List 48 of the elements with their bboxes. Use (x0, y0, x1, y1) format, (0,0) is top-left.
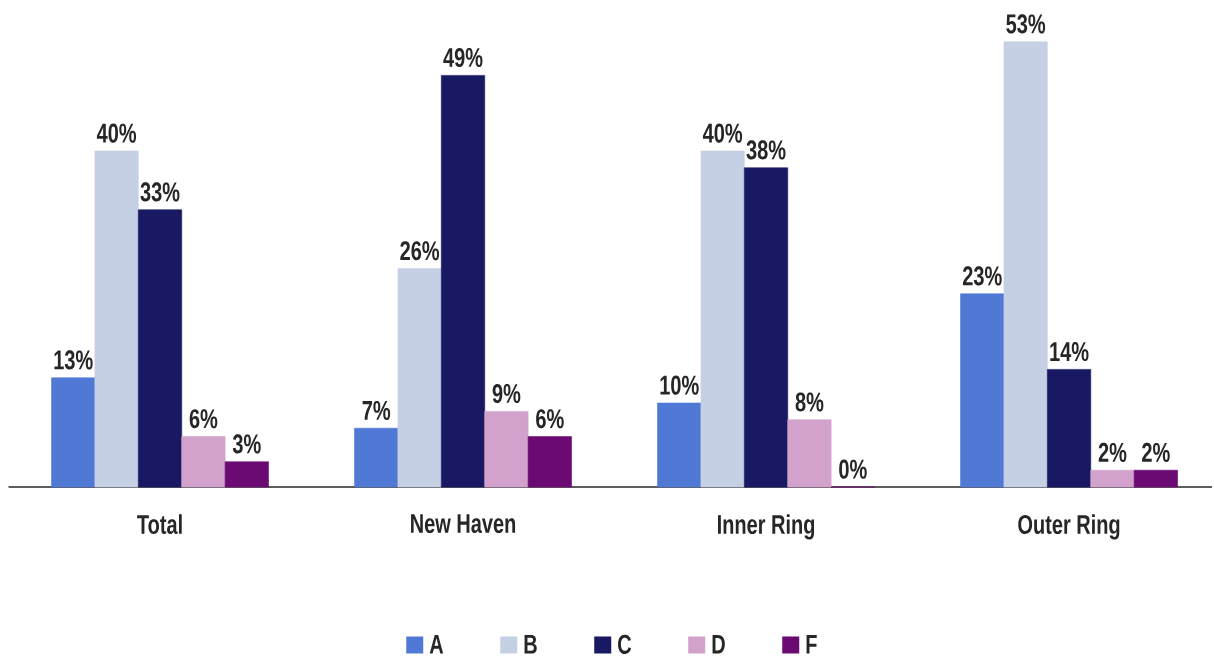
data-label: 23% (962, 266, 1002, 286)
bar (1090, 469, 1135, 488)
bar (527, 436, 572, 488)
x-tick-label: New Haven (411, 514, 516, 534)
bar (94, 150, 139, 488)
bar (181, 436, 226, 488)
bar (787, 419, 832, 488)
bar (354, 427, 399, 488)
data-label: 6% (189, 409, 218, 429)
legend-label: B (524, 634, 537, 654)
data-label: 40% (702, 123, 743, 143)
data-label: 3% (232, 434, 261, 454)
bar (960, 293, 1005, 488)
legend-label: C (618, 634, 632, 654)
data-label: 33% (140, 182, 180, 202)
bar (51, 377, 96, 488)
data-label: 10% (660, 375, 699, 395)
data-label: 26% (400, 241, 440, 261)
x-tick-label: Outer Ring (1018, 514, 1120, 540)
x-tick-label: Inner Ring (717, 514, 815, 540)
bar (744, 167, 789, 488)
bar (484, 411, 529, 488)
data-label: 38% (746, 140, 786, 160)
data-label: 13% (54, 350, 93, 370)
bar (657, 402, 702, 488)
legend-label: A (429, 634, 444, 654)
bar (1133, 469, 1178, 488)
bar (224, 461, 269, 488)
data-label: 0% (839, 459, 867, 479)
data-label: 8% (795, 392, 824, 412)
bar (700, 150, 745, 488)
legend-label: D (712, 634, 725, 654)
data-label: 49% (443, 47, 483, 68)
data-label: 2% (1142, 442, 1170, 462)
data-label: 2% (1098, 442, 1127, 462)
legend-label: F (806, 634, 817, 654)
bar (1003, 41, 1048, 488)
data-label: 6% (536, 409, 564, 429)
data-label: 40% (96, 123, 137, 143)
data-label: 14% (1050, 342, 1089, 362)
bar (397, 268, 442, 488)
data-label: 9% (492, 383, 521, 404)
bar (138, 209, 183, 488)
data-label: 53% (1006, 14, 1046, 34)
bar (441, 75, 486, 488)
x-tick-label: Total (137, 514, 182, 535)
data-label: 7% (362, 400, 391, 420)
bar (1047, 369, 1092, 488)
